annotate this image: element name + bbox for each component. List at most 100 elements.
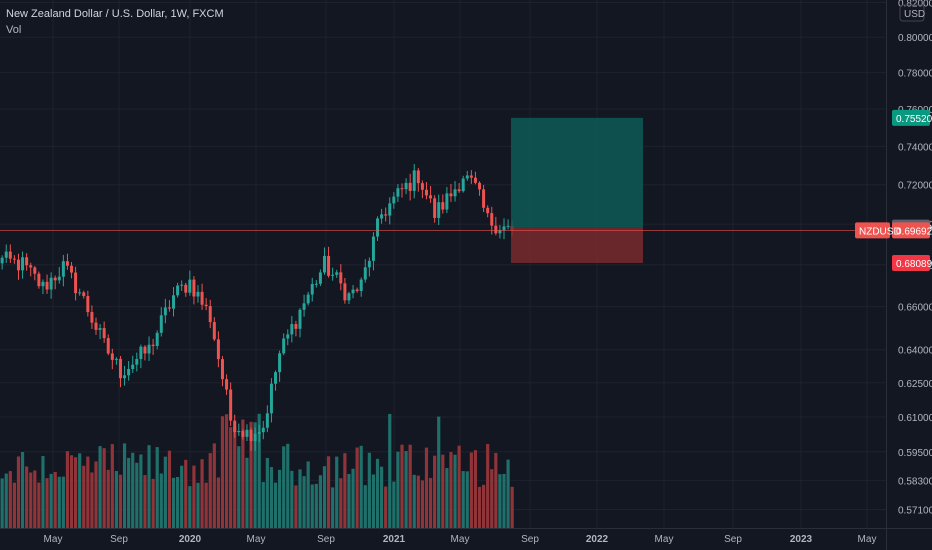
volume-bar [118,474,123,528]
candle-body [486,207,490,214]
candle-body [282,338,286,354]
volume-bar [351,468,355,528]
candles [0,164,514,451]
volume-bar [347,473,351,528]
volume-bar [302,476,306,528]
candle-body [233,420,237,433]
volume-bar [428,477,433,528]
volume-bar [86,456,90,528]
volume-bar [200,459,204,528]
candle-body [392,196,396,204]
volume-bar [498,474,502,528]
volume-bar [237,446,241,528]
candle-body [216,339,220,360]
candle-body [167,307,171,309]
volume-bar [424,447,429,528]
price-tick-label: 0.57100 [898,505,932,516]
candle-body [241,431,245,437]
candle-body [4,251,8,258]
volume-bar [367,452,371,528]
candle-body [237,431,241,433]
candle-body [163,307,167,316]
candle-body [94,322,98,330]
candle-body [400,188,404,190]
candle-body [212,322,216,340]
volume-bar [78,453,82,528]
candle-body [74,272,78,294]
price-tick-label: 0.64000 [898,346,932,357]
volume-bar [294,485,298,528]
volume-bar [53,471,57,528]
volume-bar [490,469,494,528]
volume-bar [461,471,465,528]
time-tick-label: Sep [724,534,742,545]
volume-bar [29,472,33,528]
volume-bar [343,453,347,528]
candle-body [253,433,257,442]
volume-bar [273,482,278,528]
candle-body [449,193,453,197]
price-tick-label: 0.66000 [898,303,932,314]
volume-bar [469,452,473,528]
volume-bar [151,478,155,528]
candle-body [327,255,331,276]
profit-zone [511,117,643,228]
candle-body [21,257,25,271]
volume-bar [106,469,110,528]
volume-bar [290,470,294,528]
volume-bar [176,476,180,528]
volume-bar [155,447,159,528]
currency-chip [899,4,925,22]
candle-body [412,170,416,191]
candle-body [184,284,188,293]
volume-bar [61,476,65,528]
candle-body [151,344,155,347]
volume-bar [20,451,25,528]
price-tick-label: 0.80000 [898,33,932,44]
volume-label: Vol [6,24,22,36]
volume-bar [314,483,318,528]
candle-body [65,261,69,266]
volume-bar [110,444,114,528]
volume-bar [184,459,188,528]
candle-body [208,306,212,323]
volume-bar [245,457,249,528]
candle-body [347,293,351,301]
volume-bar [359,445,363,528]
volume-bar [147,445,151,528]
volume-bar [322,466,327,528]
candle-body [498,230,502,234]
candle-body [188,279,192,293]
candle-body [33,267,37,274]
volume-bar [310,484,314,528]
volume-bar [506,459,510,528]
candle-body [286,334,290,339]
candle-body [53,277,57,281]
current-price-label: 0.69692 [896,226,932,237]
volume-bar [90,472,94,528]
candle-body [339,272,343,284]
volume-bar [318,475,322,528]
volume-bar [65,451,70,528]
volume-bar [233,426,237,528]
time-tick-label: May [247,534,266,545]
candle-body [408,182,412,191]
volume-bar [159,473,163,528]
volume-bar [286,443,290,528]
volume-bar [445,468,449,528]
volume-bars [0,413,514,528]
candle-body [433,198,437,218]
candle-body [371,236,375,261]
candle-body [12,258,16,260]
candle-body [86,296,90,313]
candle-body [49,277,53,290]
symbol-badge-bg [855,222,890,239]
candle-body [57,276,61,281]
volume-bar [400,444,404,528]
candle-body [220,359,224,380]
time-tick-label: Sep [110,534,128,545]
candle-body [41,281,45,287]
candle-body [192,279,196,297]
